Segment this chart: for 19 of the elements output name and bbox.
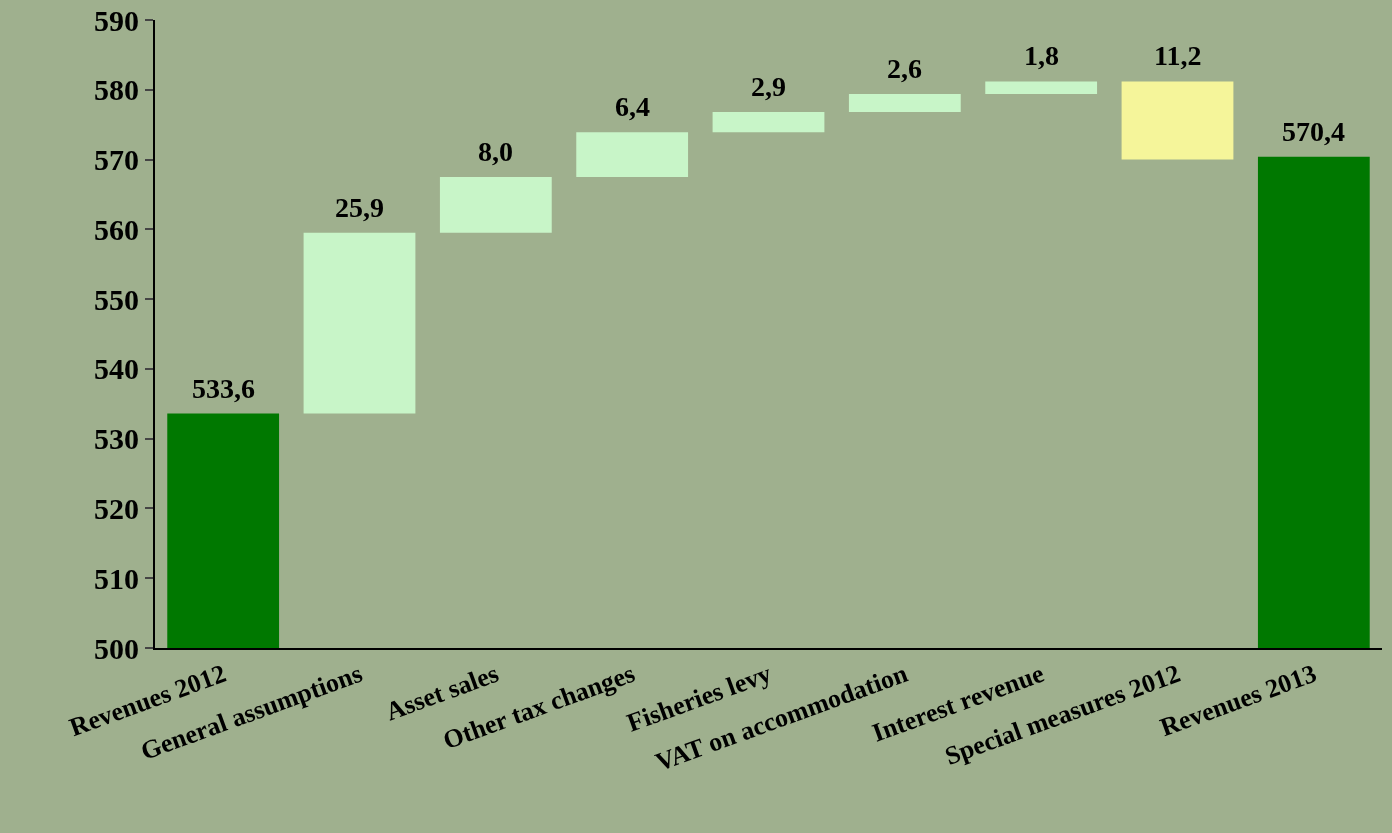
- y-tick-label: 590: [94, 3, 139, 37]
- data-label: 2,9: [751, 71, 786, 102]
- y-tick-label: 560: [94, 212, 139, 246]
- data-label: 8,0: [478, 136, 513, 167]
- data-label: 570,4: [1282, 116, 1345, 147]
- data-label: 11,2: [1154, 40, 1202, 71]
- data-label: 25,9: [335, 192, 384, 223]
- y-tick-label: 530: [94, 422, 139, 456]
- data-label: 533,6: [192, 373, 255, 404]
- y-tick-label: 570: [94, 143, 139, 177]
- data-label: 6,4: [615, 91, 650, 122]
- y-tick-label: 520: [94, 491, 139, 525]
- y-tick-label: 550: [94, 282, 139, 316]
- data-label: 2,6: [887, 53, 922, 84]
- y-tick-label: 540: [94, 352, 139, 386]
- y-tick-label: 580: [94, 73, 139, 107]
- y-tick-label: 510: [94, 561, 139, 595]
- y-tick-label: 500: [94, 631, 139, 665]
- data-label: 1,8: [1024, 40, 1059, 71]
